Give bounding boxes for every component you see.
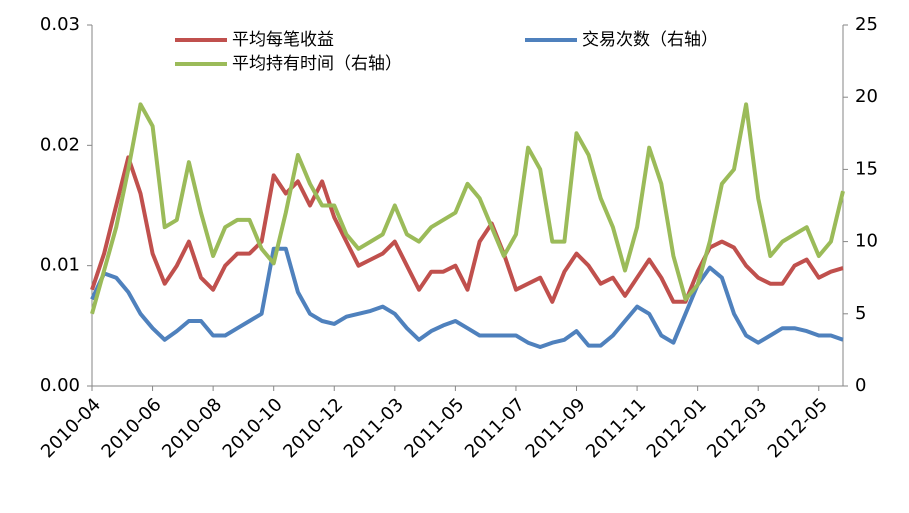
y-tick-label: 0.03 [40, 14, 80, 35]
x-tick-label: 2011-09 [522, 394, 590, 462]
legend-label: 交易次数（右轴） [582, 30, 718, 50]
x-tick-label: 2010-06 [98, 394, 166, 462]
x-tick-label: 2012-05 [764, 394, 832, 462]
x-tick-label: 2012-01 [643, 394, 711, 462]
y-tick-label: 0.02 [40, 134, 80, 155]
x-tick-label: 2011-03 [340, 394, 408, 462]
y2-tick-label: 25 [855, 14, 878, 35]
series-line [90, 102, 845, 315]
x-tick-label: 2011-05 [400, 394, 468, 462]
y-tick-label: 0.00 [40, 375, 80, 396]
legend-label: 平均每笔收益 [232, 30, 334, 50]
x-tick-label: 2011-11 [582, 394, 650, 462]
legend: 平均每笔收益 交易次数（右轴） 平均持有时间（右轴） [175, 30, 718, 74]
x-tick-label: 2010-12 [279, 394, 347, 462]
series-line [90, 155, 844, 304]
x-tick-label: 2010-04 [37, 394, 105, 462]
series-line [90, 246, 844, 349]
x-tick-label: 2010-08 [158, 394, 226, 462]
x-tick-label: 2011-07 [461, 394, 529, 462]
y-tick-label: 0.01 [40, 255, 80, 276]
x-tick-label: 2012-03 [703, 394, 771, 462]
y2-tick-label: 15 [855, 158, 878, 179]
legend-label: 平均持有时间（右轴） [232, 54, 402, 74]
y2-tick-label: 0 [855, 375, 866, 396]
y2-tick-label: 10 [855, 231, 878, 252]
y2-tick-label: 5 [855, 303, 866, 324]
y2-tick-label: 20 [855, 86, 878, 107]
x-tick-label: 2010-10 [219, 394, 287, 462]
